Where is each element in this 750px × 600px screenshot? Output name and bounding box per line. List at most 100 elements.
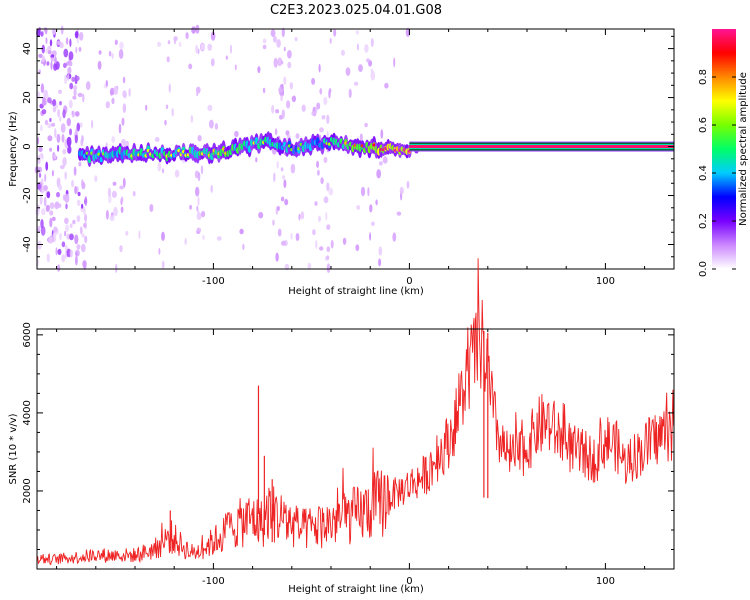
noise-speck [185, 32, 189, 40]
noise-speck [40, 31, 44, 37]
noise-speck [60, 123, 66, 133]
noise-speck [64, 171, 67, 180]
noise-speck [122, 103, 127, 114]
noise-speck [229, 44, 233, 54]
noise-speck [165, 104, 169, 110]
noise-speck [167, 40, 171, 45]
noise-speck [68, 99, 73, 109]
noise-speck [84, 213, 88, 222]
noise-speck [314, 201, 318, 206]
noise-speck [108, 194, 112, 204]
noise-speck [326, 224, 331, 231]
x-tick-label: 100 [596, 576, 615, 587]
noise-speck [73, 166, 77, 176]
noise-speck [65, 203, 68, 210]
noise-speck [69, 233, 74, 241]
noise-speck [61, 254, 66, 263]
noise-speck [49, 217, 53, 228]
noise-speck [209, 119, 214, 129]
noise-speck [375, 199, 378, 206]
noise-speck [191, 26, 197, 34]
x-tick-label: -100 [202, 276, 225, 287]
noise-speck [341, 49, 345, 56]
noise-speck [57, 248, 62, 255]
noise-speck [197, 135, 202, 142]
noise-speck [41, 153, 44, 160]
noise-speck [79, 226, 83, 235]
noise-speck [370, 70, 376, 81]
noise-speck [62, 157, 67, 167]
noise-speck [57, 264, 61, 272]
noise-speck [379, 161, 383, 166]
noise-speck [281, 83, 284, 90]
spectrogram-x-tick-labels: -100 0 100 [202, 276, 615, 287]
spectrogram-frame [36, 28, 675, 270]
noise-speck [312, 229, 316, 236]
noise-speck [262, 38, 267, 44]
noise-speck [360, 186, 366, 197]
noise-speck [356, 43, 359, 51]
noise-speck [57, 144, 60, 152]
noise-speck [69, 223, 73, 229]
noise-speck [41, 208, 46, 216]
snr-frame [36, 328, 675, 570]
noise-speck [83, 261, 87, 271]
noise-speck [315, 107, 318, 114]
noise-speck [37, 240, 42, 250]
noise-speck [283, 46, 286, 52]
noise-speck [315, 239, 318, 249]
noise-speck [80, 138, 84, 147]
noise-speck [40, 124, 43, 132]
noise-speck [188, 63, 193, 70]
noise-speck [45, 161, 49, 171]
noise-speck [275, 109, 280, 114]
noise-speck [273, 57, 278, 68]
colorbar-tick-label: 0.8 [698, 69, 709, 85]
noise-speck [272, 219, 275, 226]
noise-speck [41, 44, 45, 54]
noise-speck [85, 81, 91, 91]
noise-speck [307, 262, 312, 270]
noise-speck [378, 246, 383, 256]
noise-speck [46, 61, 50, 66]
noise-speck [56, 177, 61, 187]
noise-speck [290, 163, 296, 174]
noise-speck [74, 234, 79, 245]
noise-speck [79, 122, 83, 128]
noise-speck [57, 109, 61, 118]
noise-speck [325, 211, 328, 221]
spectrogram-y-tick-labels: -40 -20 0 20 40 [22, 42, 33, 252]
y-tick-label: 6000 [22, 322, 33, 347]
noise-speck [289, 82, 293, 90]
noise-speck [369, 204, 373, 213]
noise-speck [348, 88, 352, 99]
noise-speck [326, 246, 331, 253]
noise-speck [157, 41, 162, 47]
noise-speck [62, 109, 66, 119]
noise-speck [54, 128, 57, 138]
noise-speck [51, 122, 56, 127]
snr-series [36, 258, 675, 566]
noise-speck [125, 230, 129, 236]
noise-speck [51, 28, 56, 35]
noise-speck [58, 89, 62, 95]
snr-panel: -100 0 100 2000 4000 6000 Height of straight… [8, 258, 675, 595]
noise-speck [319, 127, 324, 133]
noise-speck [83, 207, 86, 216]
noise-speck [378, 258, 382, 267]
noise-speck [74, 134, 78, 144]
noise-speck [392, 232, 397, 242]
noise-speck [69, 128, 72, 136]
noise-speck [45, 37, 48, 44]
noise-speck [75, 111, 80, 117]
noise-speck [66, 136, 72, 147]
x-tick-label: 0 [406, 276, 412, 287]
noise-speck [109, 215, 115, 222]
noise-speck [280, 60, 284, 65]
noise-speck [201, 210, 206, 218]
noise-speck [189, 204, 193, 210]
noise-speck [330, 239, 334, 249]
noise-speck [196, 86, 201, 94]
noise-speck [55, 103, 59, 109]
noise-speck [353, 81, 359, 86]
